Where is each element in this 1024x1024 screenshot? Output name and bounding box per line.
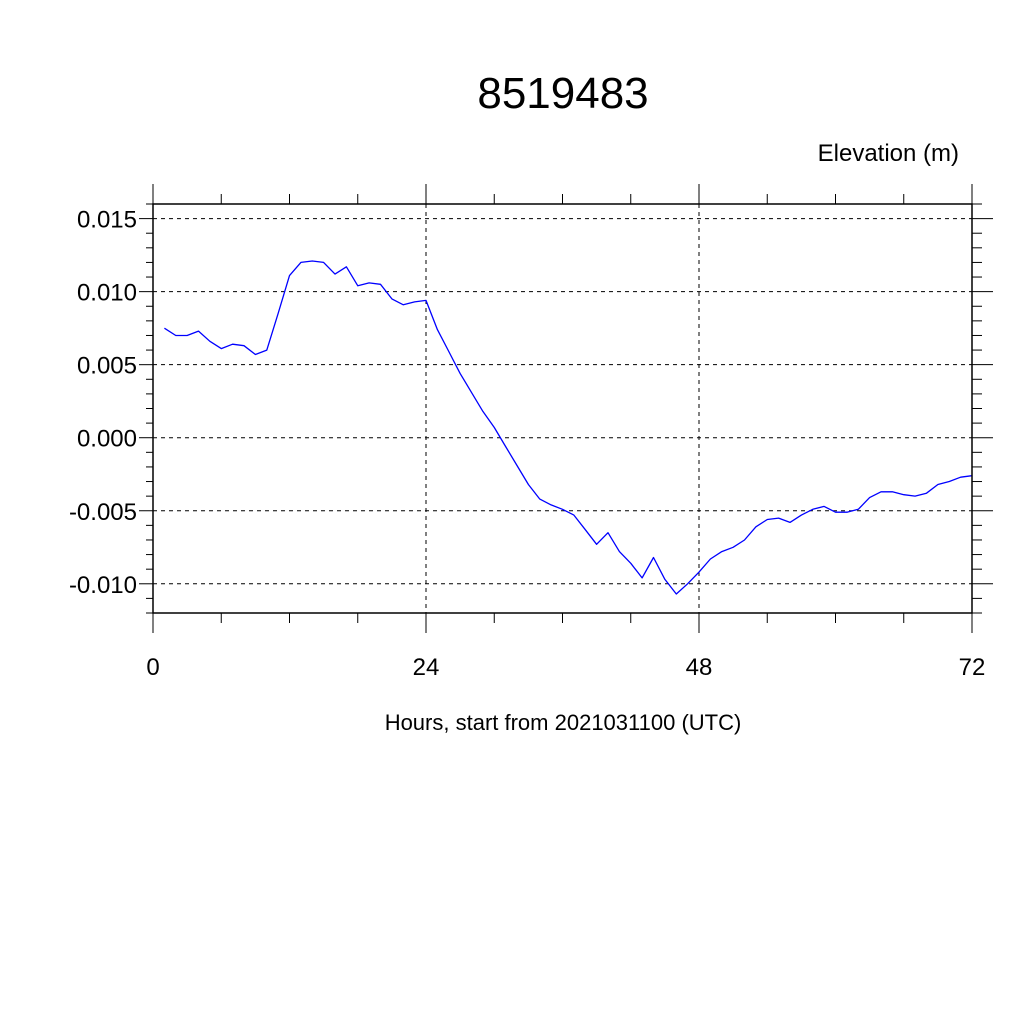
major-ticks — [139, 184, 993, 633]
y-tick-label: 0.010 — [77, 280, 137, 307]
plot-frame — [152, 203, 973, 614]
y-tick-label: -0.010 — [69, 572, 137, 599]
minor-ticks — [146, 194, 982, 623]
y-axis-label: Elevation (m) — [818, 140, 959, 167]
y-tick-labels: -0.010 -0.005 0.000 0.005 0.010 0.015 — [69, 207, 137, 599]
y-tick-label: -0.005 — [69, 499, 137, 526]
series-line — [164, 260, 973, 595]
y-tick-label: 0.015 — [77, 207, 137, 234]
chart-title: 8519483 — [477, 69, 648, 118]
x-axis-label: Hours, start from 2021031100 (UTC) — [385, 710, 742, 735]
y-tick-label: 0.000 — [77, 426, 137, 453]
x-tick-label: 0 — [146, 654, 159, 681]
x-tick-label: 72 — [959, 654, 986, 681]
x-tick-labels: 0 24 48 72 — [146, 654, 985, 681]
x-tick-label: 48 — [686, 654, 713, 681]
series-group — [164, 260, 973, 595]
grid-lines — [153, 204, 972, 613]
x-tick-label: 24 — [413, 654, 440, 681]
y-tick-label: 0.005 — [77, 353, 137, 380]
